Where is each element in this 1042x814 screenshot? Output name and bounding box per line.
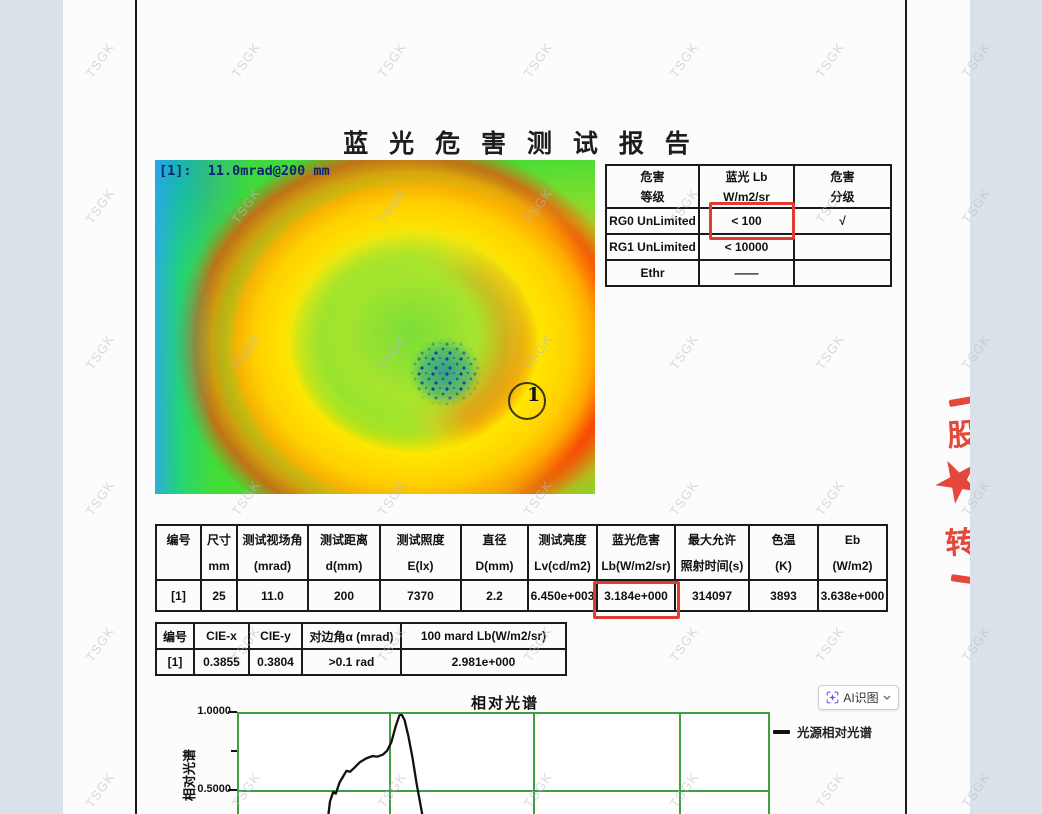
- data-cell: >0.1 rad: [301, 648, 402, 676]
- col-header: 100 mard Lb(W/m2/sr): [400, 622, 567, 650]
- gridline: [679, 714, 681, 814]
- hazard-col-header: 蓝光 Lb W/m2/sr: [698, 164, 795, 209]
- seal-stroke: [948, 395, 970, 408]
- ai-scan-icon: [826, 691, 839, 704]
- hazard-col-header: 危害 分级: [793, 164, 892, 209]
- data-cell: 3893: [748, 579, 819, 612]
- col-header: Eb (W/m2): [817, 524, 888, 581]
- col-header: 最大允许 照射时间(s): [674, 524, 750, 581]
- seal-stroke: [950, 574, 970, 585]
- hazard-cell: RG1 UnLimited: [605, 233, 700, 261]
- data-cell: 2.2: [460, 579, 529, 612]
- data-cell: [1]: [155, 579, 202, 612]
- data-cell: 314097: [674, 579, 750, 612]
- marker-number: 1: [527, 384, 541, 406]
- legend-label: 光源相对光谱: [797, 726, 873, 740]
- hazard-cell: √: [793, 207, 892, 235]
- data-cell: [1]: [155, 648, 195, 676]
- data-cell: 7370: [379, 579, 462, 612]
- seal-character: 股: [946, 417, 970, 453]
- table-row: RG1 UnLimited < 10000: [605, 233, 892, 261]
- seal-character: 转: [944, 525, 970, 561]
- gridline: [239, 790, 768, 792]
- col-header: 测试距离 d(mm): [307, 524, 381, 581]
- cie-table: 编号 CIE-x CIE-y 对边角α (mrad) 100 mard Lb(W…: [155, 622, 567, 676]
- measurement-label: [1]: 11.0mrad@200 mm: [159, 163, 330, 179]
- report-title: 蓝 光 危 害 测 试 报 告: [343, 130, 697, 158]
- col-header: 对边角α (mrad): [301, 622, 402, 650]
- spectrum-plot: [237, 712, 770, 814]
- data-cell: 3.638e+000: [817, 579, 888, 612]
- col-header: 编号: [155, 622, 195, 650]
- col-header: 色温 (K): [748, 524, 819, 581]
- col-header: CIE-x: [193, 622, 250, 650]
- col-header: 编号: [155, 524, 202, 581]
- col-header: 蓝光危害 Lb(W/m2/sr): [596, 524, 676, 581]
- data-cell: 0.3855: [193, 648, 250, 676]
- hazard-col-header: 危害 等级: [605, 164, 700, 209]
- hazard-cell: RG0 UnLimited: [605, 207, 700, 235]
- spectrum-curve-svg: [327, 714, 424, 814]
- legend-line-swatch: [773, 729, 790, 734]
- col-header: 尺寸 mm: [200, 524, 238, 581]
- col-header: 测试视场角 (mrad): [236, 524, 309, 581]
- data-cell: 200: [307, 579, 381, 612]
- table-row: [1] 25 11.0 200 7370 2.2 6.450e+003 3.18…: [155, 579, 888, 612]
- ytick-1: 1.0000: [197, 705, 231, 717]
- hazard-cell: Ethr: [605, 259, 700, 287]
- hazard-cell: ——: [698, 259, 795, 287]
- table-row: Ethr ——: [605, 259, 892, 287]
- measurement-table: 编号 尺寸 mm 测试视场角 (mrad) 测试距离 d(mm) 测试照度 E(lx) …: [155, 524, 888, 612]
- data-cell: 11.0: [236, 579, 309, 612]
- photo-left-edge: [135, 0, 137, 814]
- highlight-box-lb: [593, 581, 680, 619]
- col-header: 测试亮度 Lv(cd/m2): [527, 524, 598, 581]
- hazard-cell: [793, 259, 892, 287]
- seal-star-icon: [927, 450, 970, 512]
- highlight-box-rg0: [709, 202, 795, 240]
- measurement-marker: 1: [508, 382, 546, 420]
- data-cell: 2.981e+000: [400, 648, 567, 676]
- hazard-classification-table: 危害 等级 蓝光 Lb W/m2/sr 危害 分级 RG0 UnLimited < 1…: [605, 164, 892, 287]
- seal-fragment: 股 转: [905, 0, 970, 814]
- ytick-05: 0.5000: [197, 783, 231, 795]
- y-tick: [228, 711, 237, 713]
- data-cell: 0.3804: [248, 648, 303, 676]
- hazard-cell: [793, 233, 892, 261]
- ai-button-label: AI识图: [843, 691, 879, 705]
- chart-legend: 光源相对光谱: [773, 722, 872, 741]
- col-header: 测试照度 E(lx): [379, 524, 462, 581]
- hazard-cell: < 100: [698, 207, 795, 235]
- data-cell: 6.450e+003: [527, 579, 598, 612]
- chart-y-axis-label: 相对光谱: [182, 749, 197, 802]
- speckle-spot: [403, 332, 487, 412]
- chart-title: 相对光谱: [470, 695, 539, 712]
- data-cell: 25: [200, 579, 238, 612]
- photo-right-edge: [905, 0, 907, 814]
- col-header: 直径 D(mm): [460, 524, 529, 581]
- luminance-map-image: [1]: 11.0mrad@200 mm 1: [155, 160, 595, 494]
- col-header: CIE-y: [248, 622, 303, 650]
- y-minor-tick: [231, 750, 237, 752]
- y-tick: [228, 789, 237, 791]
- chevron-down-icon: [883, 695, 891, 700]
- table-row: RG0 UnLimited < 100 √: [605, 207, 892, 235]
- ai-recognize-button[interactable]: AI识图: [818, 685, 899, 710]
- gridline: [389, 714, 391, 814]
- table-row: [1] 0.3855 0.3804 >0.1 rad 2.981e+000: [155, 648, 567, 676]
- gridline: [533, 714, 535, 814]
- data-cell: 3.184e+000: [596, 579, 676, 612]
